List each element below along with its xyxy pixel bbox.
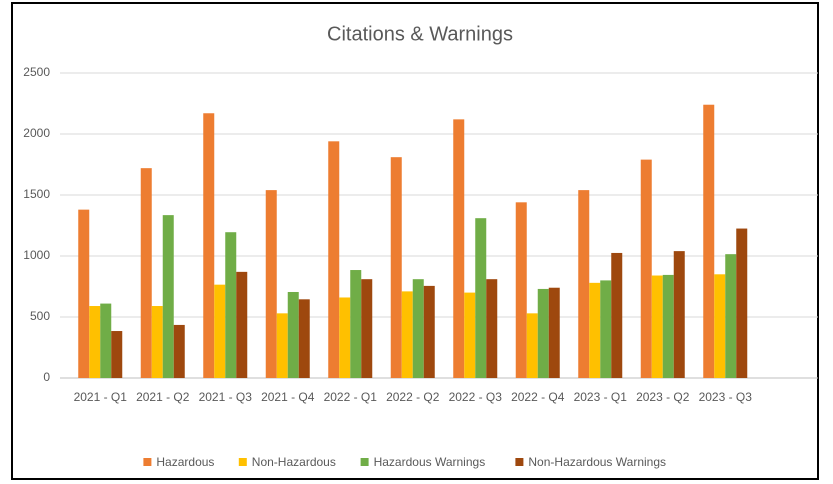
bar (401, 291, 413, 378)
bar (236, 271, 248, 378)
bar (89, 306, 101, 378)
bar (537, 288, 549, 378)
bar (453, 119, 465, 379)
bar (651, 275, 663, 378)
x-tick-label: 2023 - Q2 (636, 390, 690, 404)
bar (526, 313, 538, 378)
legend-swatch (515, 458, 524, 466)
bar (600, 280, 612, 378)
x-tick-label: 2023 - Q1 (573, 390, 627, 404)
y-tick-label: 2500 (23, 65, 50, 79)
bar (173, 324, 185, 378)
y-tick-label: 2000 (23, 126, 50, 140)
bar (339, 297, 351, 378)
bar (423, 285, 435, 378)
bar (203, 113, 215, 378)
bar (464, 292, 476, 378)
y-tick-label: 1500 (23, 187, 50, 201)
bar (390, 157, 402, 378)
bar (714, 274, 726, 378)
y-tick-label: 0 (43, 370, 50, 384)
bar (703, 104, 715, 378)
bar (140, 168, 152, 378)
bar (611, 252, 623, 378)
x-tick-label: 2023 - Q3 (698, 390, 752, 404)
bar (162, 215, 174, 378)
legend-swatch (238, 458, 247, 466)
bar (412, 279, 424, 378)
bar (725, 254, 737, 378)
chart-frame (11, 2, 819, 480)
bar (287, 291, 299, 378)
bar (111, 331, 123, 378)
bar (475, 218, 487, 378)
bar (350, 270, 362, 378)
bar (662, 274, 674, 378)
bar (486, 279, 498, 378)
bar (100, 303, 112, 378)
bar (225, 232, 237, 378)
bar (214, 284, 226, 378)
bar (361, 279, 373, 378)
bar (548, 287, 560, 378)
legend-swatch (143, 458, 152, 466)
bar (640, 159, 652, 378)
bar (276, 313, 288, 378)
bar (578, 190, 590, 378)
bar (673, 251, 685, 378)
bar (736, 228, 748, 378)
bar (515, 202, 527, 378)
legend-label: Non-Hazardous Warnings (528, 455, 666, 469)
y-tick-label: 1000 (23, 248, 50, 262)
legend-label: Non-Hazardous (252, 455, 336, 469)
x-tick-label: 2021 - Q4 (261, 390, 315, 404)
bar (589, 282, 601, 378)
x-tick-label: 2022 - Q3 (448, 390, 502, 404)
bar (328, 141, 340, 378)
legend-swatch (360, 458, 369, 466)
legend-label: Hazardous (156, 455, 214, 469)
bar (265, 190, 277, 378)
legend-label: Hazardous Warnings (374, 455, 486, 469)
bar (78, 209, 90, 378)
x-tick-label: 2022 - Q2 (386, 390, 440, 404)
x-tick-label: 2021 - Q2 (136, 390, 190, 404)
x-tick-label: 2021 - Q3 (198, 390, 252, 404)
chart-title: Citations & Warnings (327, 23, 513, 45)
bar (298, 299, 310, 378)
x-tick-label: 2022 - Q4 (511, 390, 565, 404)
bar (151, 306, 163, 378)
x-tick-label: 2022 - Q1 (323, 390, 377, 404)
x-tick-label: 2021 - Q1 (73, 390, 127, 404)
y-tick-label: 500 (30, 309, 50, 323)
